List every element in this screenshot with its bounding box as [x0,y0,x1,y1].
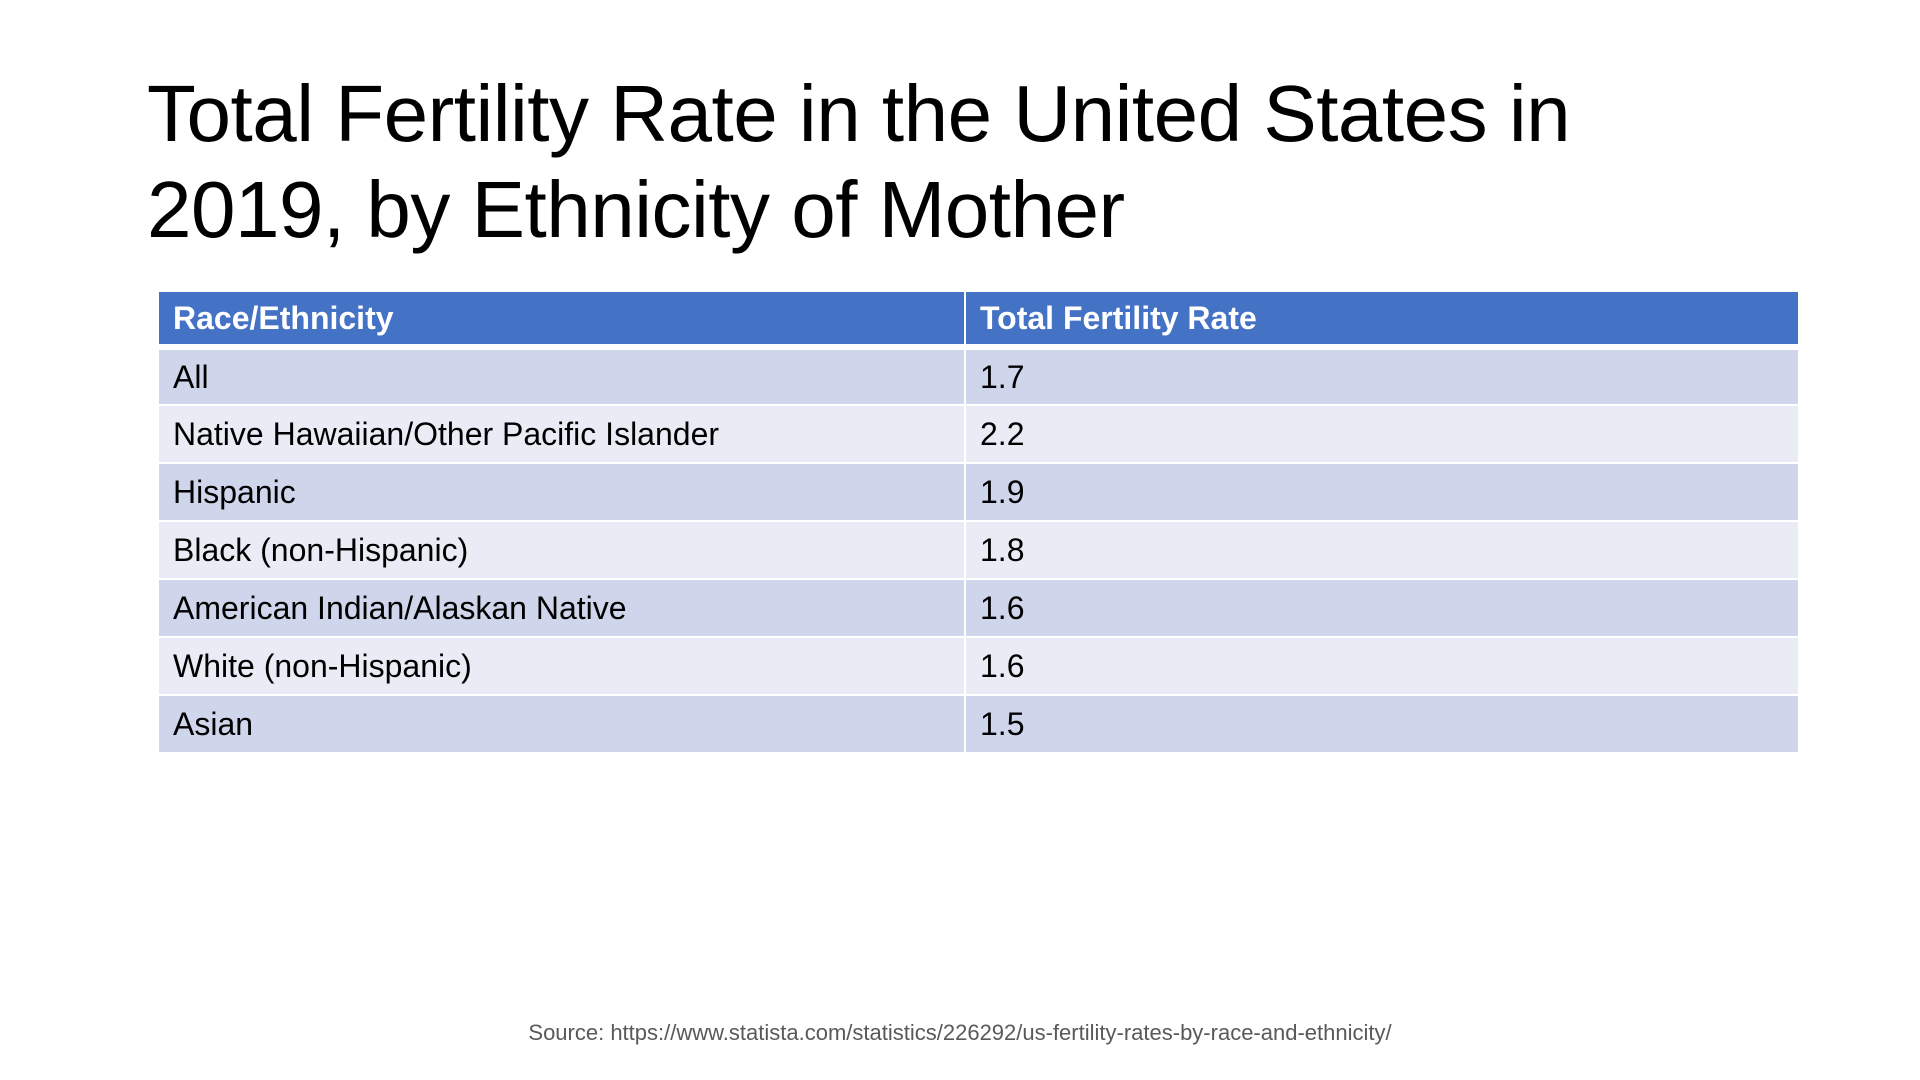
table-row: Black (non-Hispanic) 1.8 [157,520,1800,580]
cell-race-ethnicity: Native Hawaiian/Other Pacific Islander [157,404,966,464]
cell-race-ethnicity: Hispanic [157,462,966,522]
slide-title: Total Fertility Rate in the United State… [147,69,1571,254]
cell-fertility-rate: 1.7 [964,346,1800,406]
cell-race-ethnicity: All [157,346,966,406]
cell-fertility-rate: 1.6 [964,578,1800,638]
table-row: Asian 1.5 [157,694,1800,754]
source-citation: Source: https://www.statista.com/statist… [528,1020,1392,1045]
cell-fertility-rate: 1.6 [964,636,1800,696]
cell-race-ethnicity: Asian [157,694,966,754]
cell-race-ethnicity: American Indian/Alaskan Native [157,578,966,638]
cell-fertility-rate: 1.8 [964,520,1800,580]
cell-fertility-rate: 2.2 [964,404,1800,464]
table-row: Hispanic 1.9 [157,462,1800,522]
table-row: American Indian/Alaskan Native 1.6 [157,578,1800,638]
cell-race-ethnicity: White (non-Hispanic) [157,636,966,696]
table-header-row: Race/Ethnicity Total Fertility Rate [157,290,1800,350]
table-row: White (non-Hispanic) 1.6 [157,636,1800,696]
table-row: Native Hawaiian/Other Pacific Islander 2… [157,404,1800,464]
fertility-rate-table: Race/Ethnicity Total Fertility Rate All … [157,290,1800,754]
cell-fertility-rate: 1.9 [964,462,1800,522]
table-row: All 1.7 [157,346,1800,406]
header-race-ethnicity: Race/Ethnicity [157,290,966,350]
header-total-fertility-rate: Total Fertility Rate [964,290,1800,350]
cell-fertility-rate: 1.5 [964,694,1800,754]
cell-race-ethnicity: Black (non-Hispanic) [157,520,966,580]
